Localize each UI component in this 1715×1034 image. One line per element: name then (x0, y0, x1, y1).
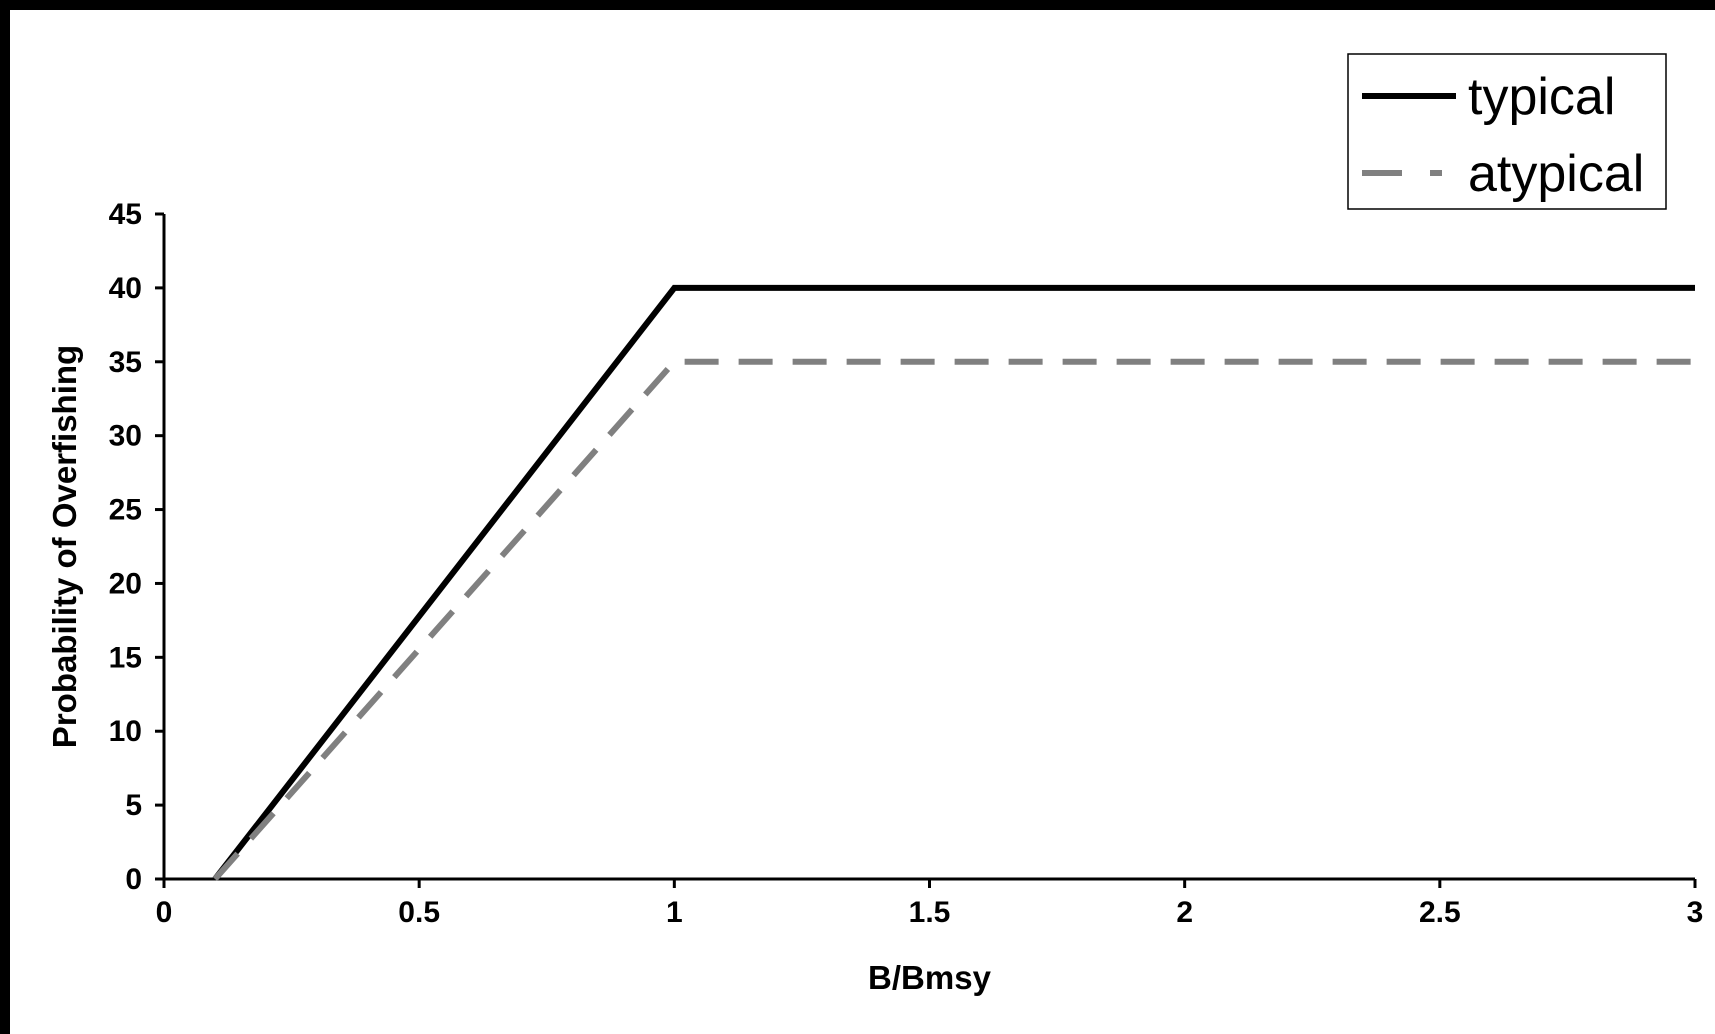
y-tick-label: 30 (109, 420, 142, 453)
y-tick-label: 45 (109, 198, 142, 231)
x-tick-label: 1 (666, 896, 683, 929)
x-tick-label: 1.5 (909, 896, 951, 929)
x-tick-label: 2.5 (1419, 896, 1461, 929)
legend-box (1347, 53, 1667, 210)
y-tick-label: 0 (125, 863, 142, 896)
y-tick-label: 35 (109, 346, 142, 379)
y-tick-label: 20 (109, 567, 142, 600)
y-tick-label: 5 (125, 789, 142, 822)
x-axis-title: B/Bmsy (868, 959, 992, 996)
y-tick-label: 10 (109, 715, 142, 748)
y-tick-label: 15 (109, 641, 142, 674)
x-tick-label: 2 (1176, 896, 1193, 929)
chart-canvas: 0 5 10 15 20 25 30 35 40 45 0 0.5 1 1.5 2 2.5 3 B/Bmsy … (10, 10, 1715, 1034)
x-tick-label: 0 (156, 896, 173, 929)
y-axis-title: Probability of Overfishing (46, 345, 83, 748)
y-tick-label: 40 (109, 272, 142, 305)
legend: typical atypical (1347, 53, 1667, 210)
y-axis-ticks: 0 5 10 15 20 25 30 35 40 45 (109, 198, 164, 896)
legend-label-typical: typical (1468, 68, 1615, 126)
x-tick-label: 0.5 (398, 896, 440, 929)
legend-label-atypical: atypical (1468, 145, 1644, 203)
series-line-atypical (212, 358, 1695, 881)
x-axis-ticks: 0 0.5 1 1.5 2 2.5 3 (156, 879, 1704, 929)
series-layer (212, 284, 1695, 881)
series-line-typical (212, 284, 1695, 881)
y-tick-label: 25 (109, 494, 142, 527)
x-tick-label: 3 (1687, 896, 1704, 929)
